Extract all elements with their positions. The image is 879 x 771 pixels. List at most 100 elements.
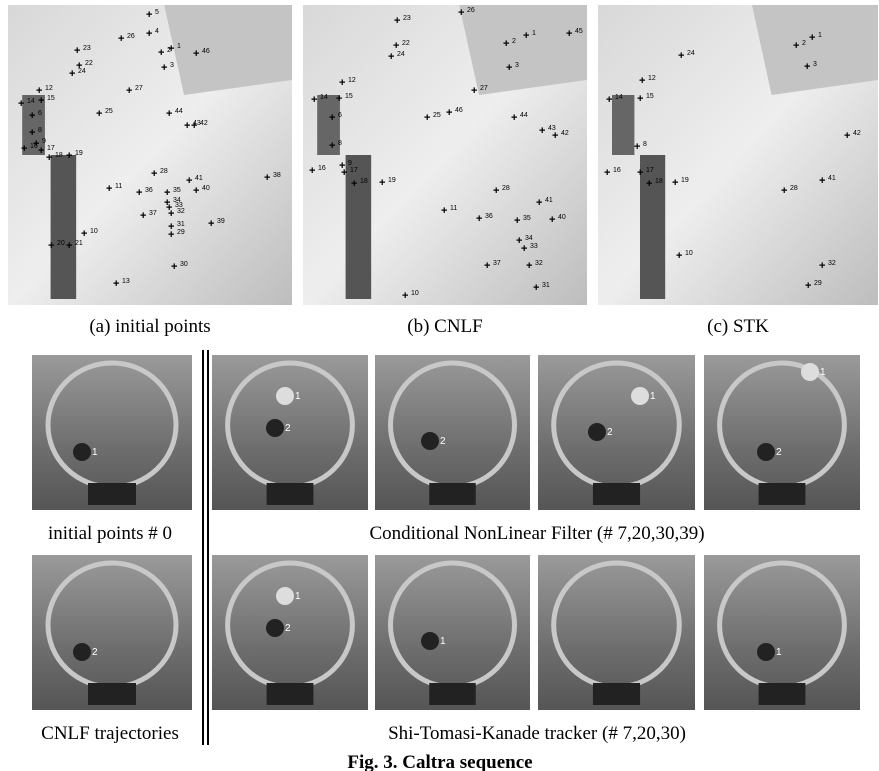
point-marker: + (118, 33, 124, 45)
point-marker: + (76, 60, 82, 72)
point-marker: + (191, 120, 197, 132)
point-marker: + (637, 93, 643, 105)
point-marker: + (809, 32, 815, 44)
point-marker: + (126, 85, 132, 97)
point-marker: + (69, 68, 75, 80)
point-marker: + (458, 7, 464, 19)
point-marker: + (503, 38, 509, 50)
window (317, 95, 340, 155)
point-marker: + (471, 85, 477, 97)
point-label: 12 (648, 75, 656, 82)
figure-caption: Fig. 3. Caltra sequence (347, 752, 532, 771)
point-label: 1 (532, 30, 536, 37)
point-label: 35 (523, 215, 531, 222)
wall-shadow (752, 5, 878, 95)
point-label: 26 (127, 33, 135, 40)
point-label: 44 (520, 112, 528, 119)
row-caption: Shi-Tomasi-Kanade tracker (# 7,20,30) (388, 723, 686, 744)
window (22, 95, 45, 155)
door (640, 155, 666, 299)
point-marker: + (637, 167, 643, 179)
ball (631, 387, 649, 405)
ball-label: 2 (607, 427, 613, 438)
point-label: 25 (105, 108, 113, 115)
point-label: 30 (180, 261, 188, 268)
point-marker: + (539, 125, 545, 137)
point-marker: + (536, 197, 542, 209)
point-label: 25 (433, 112, 441, 119)
door (345, 155, 372, 299)
point-marker: + (168, 208, 174, 220)
point-label: 10 (411, 290, 419, 297)
point-label: 13 (122, 278, 130, 285)
point-marker: + (634, 141, 640, 153)
point-label: 41 (545, 197, 553, 204)
point-label: 11 (450, 205, 457, 212)
point-label: 24 (397, 51, 405, 58)
point-label: 46 (455, 107, 463, 114)
point-marker: + (193, 185, 199, 197)
point-label: 28 (160, 168, 168, 175)
point-label: 33 (530, 243, 538, 250)
point-marker: + (21, 143, 27, 155)
point-label: 12 (45, 85, 53, 92)
point-marker: + (676, 250, 682, 262)
ball (266, 619, 284, 637)
point-marker: + (146, 28, 152, 40)
point-label: 19 (681, 177, 689, 184)
point-marker: + (29, 110, 35, 122)
ball (276, 387, 294, 405)
point-label: 10 (685, 250, 693, 257)
point-label: 32 (828, 260, 836, 267)
point-marker: + (46, 152, 52, 164)
point-label: 22 (85, 60, 93, 67)
point-marker: + (446, 107, 452, 119)
point-label: 42 (853, 130, 861, 137)
point-marker: + (74, 45, 80, 57)
point-marker: + (168, 43, 174, 55)
point-marker: + (388, 51, 394, 63)
point-marker: + (639, 75, 645, 87)
point-label: 24 (78, 68, 86, 75)
point-marker: + (672, 177, 678, 189)
point-label: 28 (790, 185, 798, 192)
point-marker: + (441, 205, 447, 217)
ball (757, 643, 775, 661)
ball (588, 423, 606, 441)
point-label: 12 (348, 77, 356, 84)
point-marker: + (106, 183, 112, 195)
point-label: 17 (646, 167, 654, 174)
point-marker: + (208, 218, 214, 230)
stand (88, 483, 136, 505)
point-marker: + (193, 48, 199, 60)
row-caption: initial points # 0 (48, 523, 172, 544)
point-label: 14 (27, 98, 35, 105)
point-marker: + (844, 130, 850, 142)
point-marker: + (506, 62, 512, 74)
point-label: 32 (535, 260, 543, 267)
point-label: 6 (338, 112, 342, 119)
point-label: 16 (613, 167, 621, 174)
point-marker: + (549, 214, 555, 226)
window (612, 95, 635, 155)
point-marker: + (819, 175, 825, 187)
point-label: 45 (575, 28, 583, 35)
point-marker: + (516, 235, 522, 247)
point-label: 27 (135, 85, 143, 92)
point-label: 18 (55, 152, 63, 159)
ball-label: 2 (776, 447, 782, 458)
point-label: 23 (83, 45, 91, 52)
point-marker: + (351, 178, 357, 190)
point-label: 21 (75, 240, 83, 247)
panel-caption: (c) STK (707, 316, 769, 337)
point-label: 39 (217, 218, 225, 225)
stand (758, 683, 806, 705)
ball (757, 443, 775, 461)
stand (429, 483, 476, 505)
door (50, 155, 77, 299)
point-marker: + (521, 243, 527, 255)
point-label: 28 (502, 185, 510, 192)
point-marker: + (523, 30, 529, 42)
point-label: 1 (177, 43, 181, 50)
